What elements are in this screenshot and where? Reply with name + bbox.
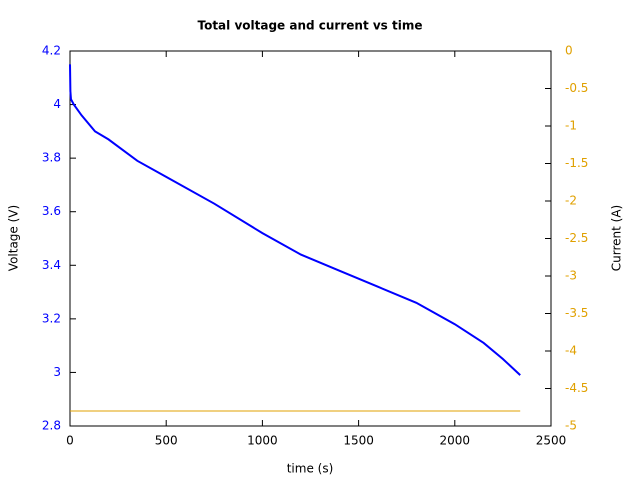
series-line: [69, 64, 521, 376]
y-tick-label: 3.6: [42, 204, 61, 218]
y-tick-label: 3.8: [42, 151, 61, 165]
y-tick-label: 3: [53, 365, 61, 379]
x-tick-label: 2500: [536, 434, 567, 448]
y2-tick-label: -1: [565, 119, 577, 133]
x-tick-label: 2000: [440, 434, 471, 448]
y2-tick-label: -0.5: [565, 81, 588, 95]
y-tick-label: 3.4: [42, 258, 61, 272]
x-tick-label: 500: [155, 434, 178, 448]
y-tick-label: 4: [53, 97, 61, 111]
y-tick-label: 4.2: [42, 44, 61, 58]
y2-axis-label: Current (A): [610, 205, 624, 271]
y2-tick-label: -3.5: [565, 306, 588, 320]
y2-tick-label: -4: [565, 344, 577, 358]
chart-title: Total voltage and current vs time: [197, 19, 422, 33]
x-axis-label: time (s): [287, 462, 334, 476]
y2-tick-label: -4.5: [565, 381, 588, 395]
x-tick-label: 1500: [343, 434, 374, 448]
y2-tick-label: -2: [565, 194, 577, 208]
y-tick-label: 2.8: [42, 419, 61, 433]
y2-tick-label: -3: [565, 269, 577, 283]
y2-tick-label: -1.5: [565, 156, 588, 170]
y2-tick-label: -5: [565, 419, 577, 433]
y-tick-label: 3.2: [42, 311, 61, 325]
y-axis-label: Voltage (V): [7, 205, 21, 271]
x-tick-label: 1000: [247, 434, 278, 448]
y2-tick-label: -2.5: [565, 231, 588, 245]
y2-tick-label: 0: [565, 44, 573, 58]
x-tick-label: 0: [66, 434, 74, 448]
